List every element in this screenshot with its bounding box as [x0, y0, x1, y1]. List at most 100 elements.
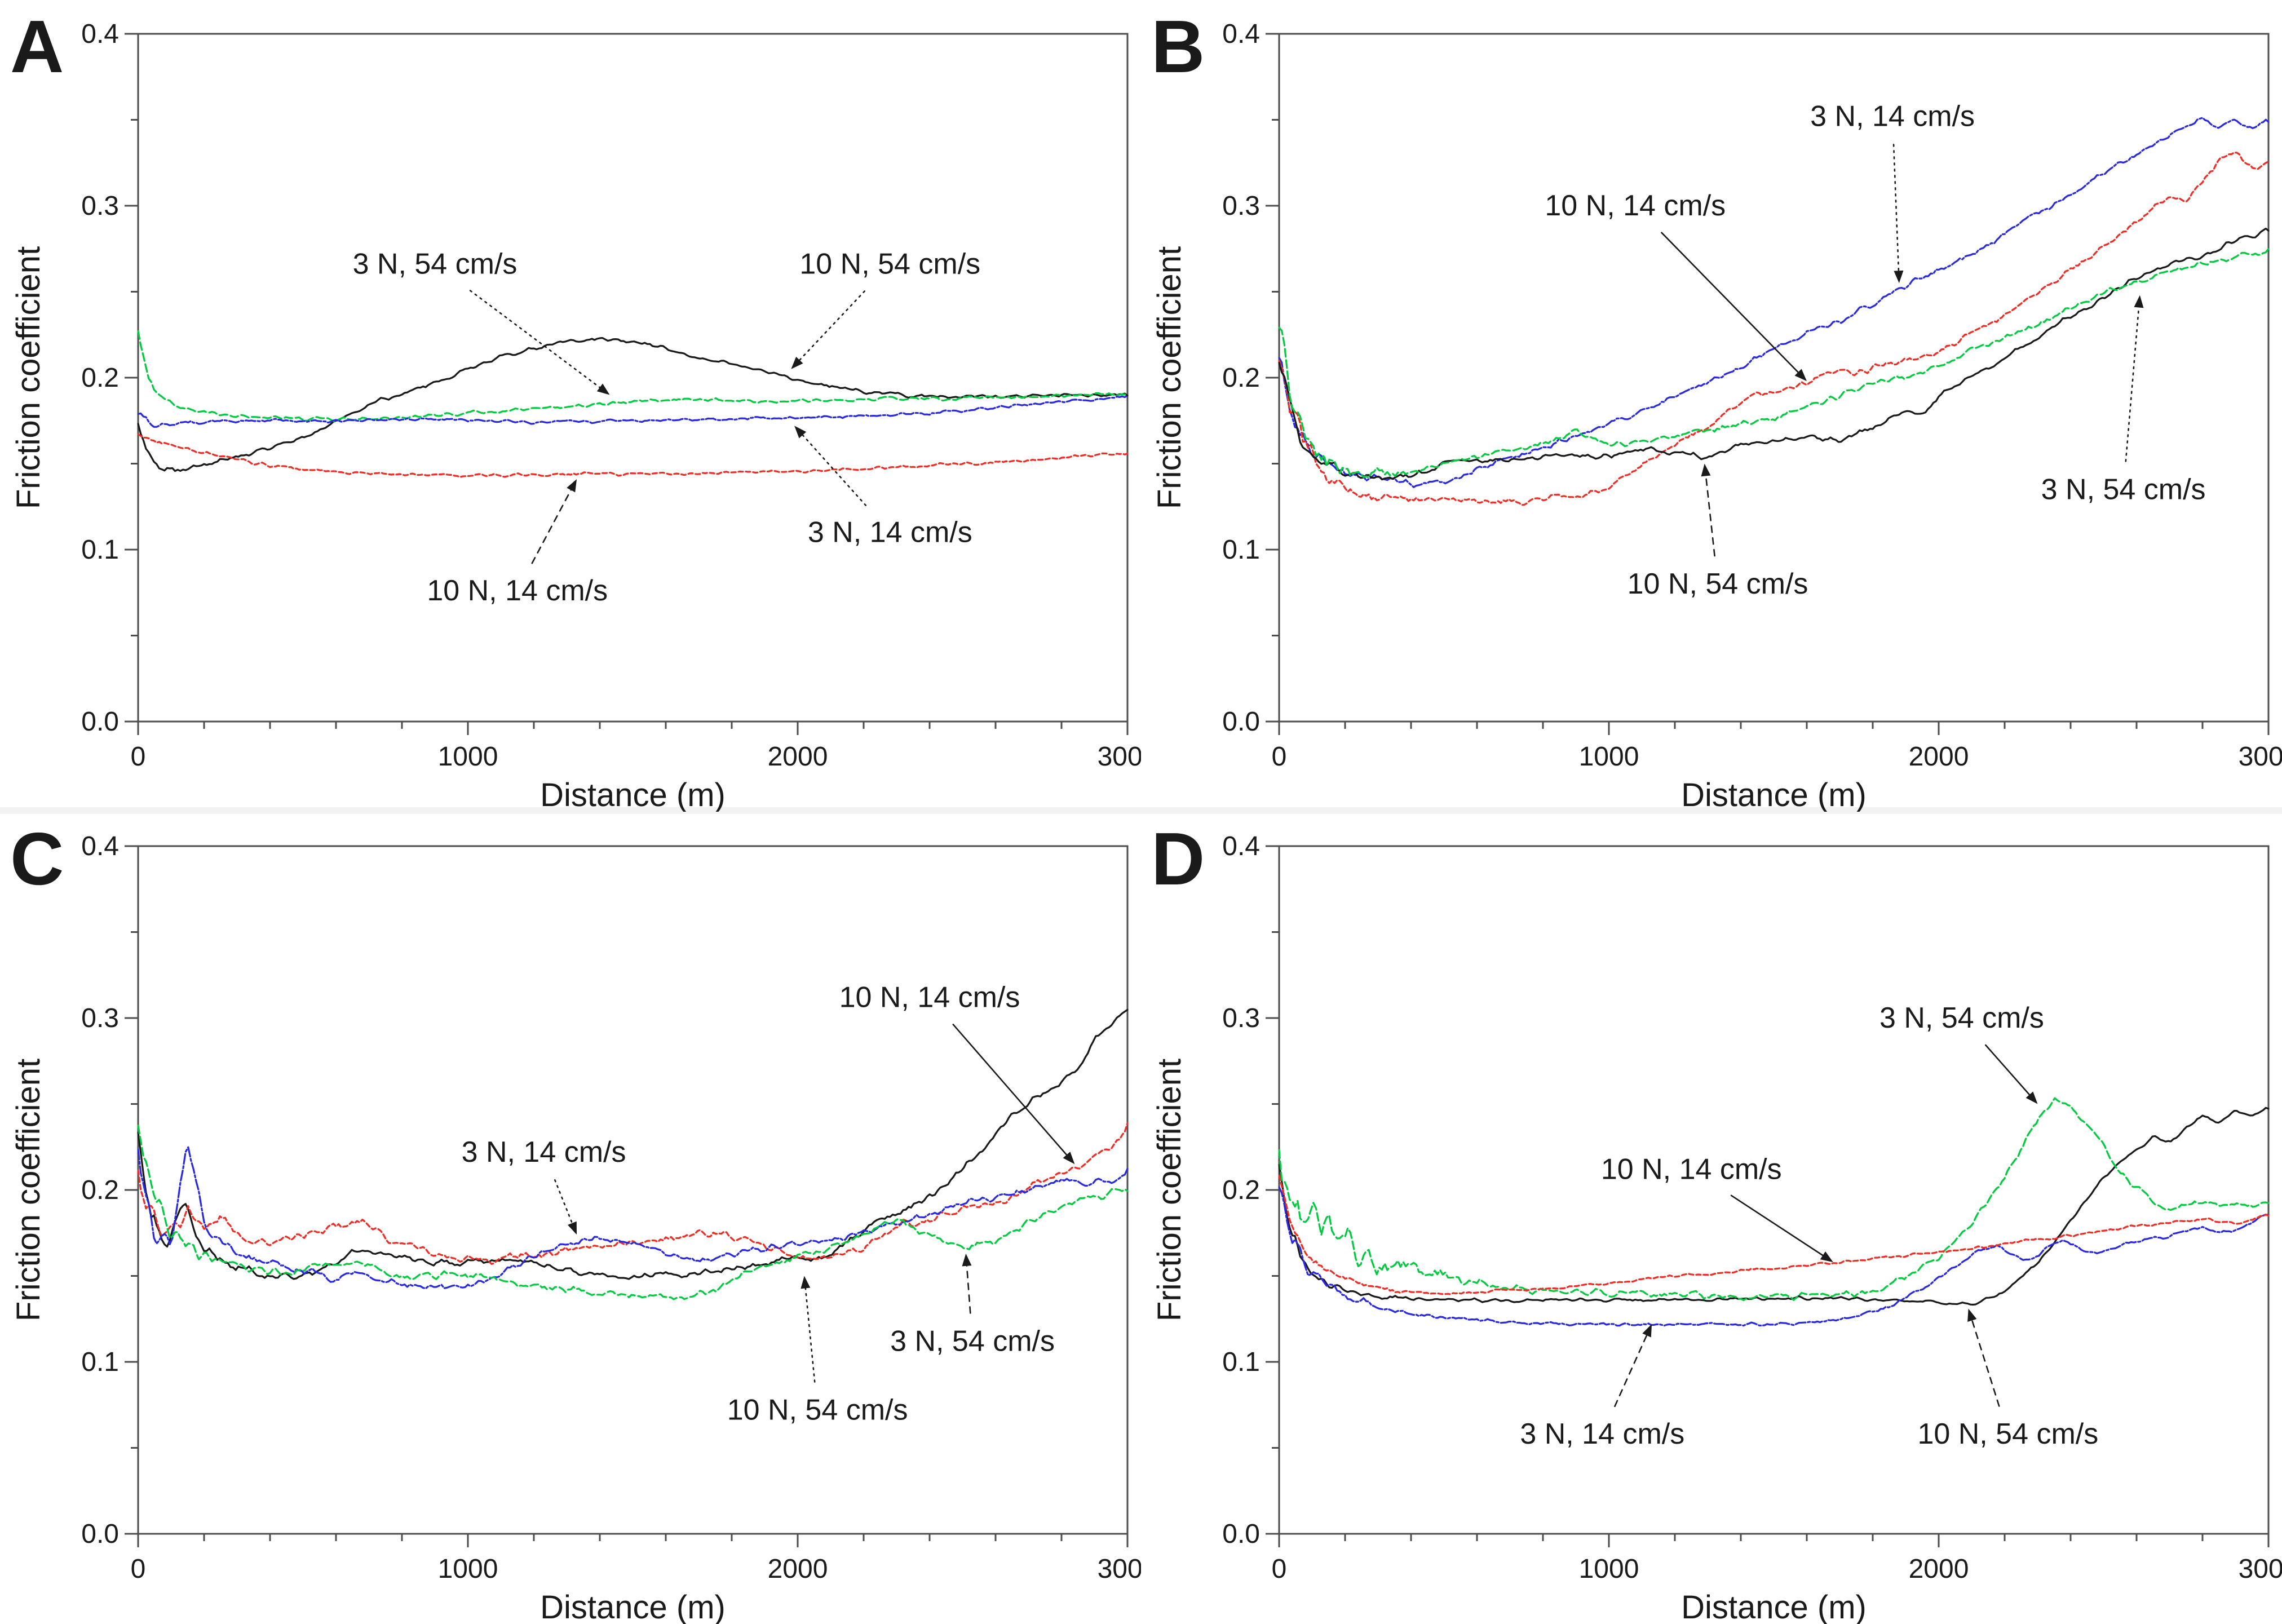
- annotation-leader-dotted: [804, 1286, 816, 1383]
- series-line-10-n-54-cm-s: [1278, 227, 2270, 481]
- x-tick-label: 3000: [2239, 1554, 2282, 1584]
- series-line-10-n-14-cm-s: [1278, 1174, 2270, 1295]
- panel-letter: C: [10, 817, 64, 900]
- annotation-arrowhead: [1794, 369, 1807, 382]
- annotation-leader-solid: [1730, 1194, 1825, 1257]
- y-tick-label: 0.3: [81, 191, 119, 221]
- annotation-label: 3 N, 54 cm/s: [353, 248, 518, 281]
- x-tick-label: 2000: [768, 742, 828, 772]
- annotation-leader-dotted: [798, 290, 865, 362]
- x-tick-label: 1000: [438, 1554, 498, 1584]
- annotation-leader-dotted: [554, 1179, 573, 1225]
- y-tick-label: 0.1: [81, 535, 119, 565]
- annotation-arrowhead: [567, 1221, 577, 1235]
- annotation-arrowhead: [791, 356, 803, 369]
- x-tick-label: 1000: [1579, 742, 1639, 772]
- y-tick-label: 0.0: [1222, 707, 1260, 737]
- series-line-10-n-54-cm-s: [137, 1008, 1129, 1280]
- x-axis-title: Distance (m): [540, 1589, 726, 1624]
- panel-b: 0.0 0.1 0.2 0.3 0.4 0 1000 2000 3000 Distance (m)…: [1141, 0, 2282, 812]
- annotation-leader-solid: [952, 1024, 1068, 1157]
- x-axis-title: Distance (m): [1681, 777, 1867, 812]
- y-tick-label: 0.3: [81, 1003, 119, 1033]
- x-tick-label: 3000: [1098, 742, 1141, 772]
- series-line-3-n-54-cm-s: [1278, 247, 2270, 479]
- y-axis-title: Friction coefficient: [1151, 246, 1188, 509]
- annotation-leader-dashed: [966, 1264, 971, 1314]
- y-tick-label: 0.1: [1222, 535, 1260, 565]
- annotation-label: 10 N, 54 cm/s: [1628, 568, 1808, 600]
- panel-a-chart: 0.0 0.1 0.2 0.3 0.4 0 1000 2000 3000 Distance (m)…: [10, 5, 1141, 812]
- y-tick-label: 0.4: [81, 19, 119, 49]
- panel-a: 0.0 0.1 0.2 0.3 0.4 0 1000 2000 3000 Distance (m)…: [0, 0, 1141, 812]
- panel-letter: A: [10, 5, 64, 88]
- plot-frame: [137, 33, 1129, 723]
- plot-frame: [1278, 845, 2270, 1535]
- annotation-label: 3 N, 14 cm/s: [808, 516, 972, 549]
- y-axis-title: Friction coefficient: [10, 1059, 47, 1321]
- y-tick-label: 0.0: [81, 1519, 119, 1549]
- annotation-label: 10 N, 54 cm/s: [799, 248, 980, 281]
- y-tick-label: 0.2: [1222, 363, 1260, 393]
- annotation-label: 10 N, 14 cm/s: [427, 574, 608, 607]
- y-tick-label: 0.4: [1222, 19, 1260, 49]
- y-tick-label: 0.2: [81, 363, 119, 393]
- plot-frame: [137, 845, 1129, 1535]
- panel-c-chart: 0.0 0.1 0.2 0.3 0.4 0 1000 2000 3000 Distance (m)…: [10, 817, 1141, 1624]
- y-tick-label: 0.0: [1222, 1519, 1260, 1549]
- series-line-10-n-14-cm-s: [1278, 152, 2270, 506]
- annotation-leader-dashed: [1705, 474, 1715, 557]
- annotation-arrowhead: [1894, 270, 1904, 284]
- annotation-label: 3 N, 54 cm/s: [890, 1325, 1055, 1357]
- x-tick-label: 1000: [1579, 1554, 1639, 1584]
- annotation-label: 3 N, 54 cm/s: [1879, 1002, 2044, 1034]
- series-line-10-n-54-cm-s: [137, 337, 1129, 472]
- panel-b-chart: 0.0 0.1 0.2 0.3 0.4 0 1000 2000 3000 Distance (m)…: [1151, 5, 2282, 812]
- x-axis-title: Distance (m): [540, 777, 726, 812]
- annotation-label: 3 N, 54 cm/s: [2041, 473, 2206, 506]
- x-tick-label: 2000: [1909, 1554, 1969, 1584]
- annotation-leader-dashed: [1971, 1318, 2000, 1407]
- annotation-leader-dotted: [469, 290, 602, 389]
- series-line-3-n-54-cm-s: [137, 1125, 1129, 1300]
- x-tick-label: 2000: [1909, 742, 1969, 772]
- series-line-3-n-14-cm-s: [1278, 117, 2270, 488]
- x-tick-label: 1000: [438, 742, 498, 772]
- row-separator: [0, 807, 2282, 814]
- series-line-10-n-14-cm-s: [137, 433, 1129, 479]
- series-line-3-n-54-cm-s: [1278, 1097, 2270, 1302]
- annotation-leader-dashed: [1614, 1333, 1648, 1408]
- annotation-leader-dotted: [2125, 306, 2140, 462]
- annotation-arrowhead: [567, 479, 577, 493]
- series-line-3-n-14-cm-s: [137, 1146, 1129, 1290]
- annotation-leader-dotted: [1892, 144, 1900, 273]
- series-line-10-n-54-cm-s: [1278, 1107, 2270, 1306]
- y-tick-label: 0.1: [81, 1347, 119, 1377]
- annotation-arrowhead: [1701, 463, 1711, 477]
- annotation-label: 10 N, 54 cm/s: [727, 1393, 908, 1426]
- panel-letter: B: [1151, 5, 1205, 88]
- y-tick-label: 0.2: [1222, 1175, 1260, 1205]
- annotation-label: 3 N, 14 cm/s: [1810, 100, 1975, 132]
- series-line-3-n-14-cm-s: [1278, 1186, 2270, 1327]
- y-tick-label: 0.0: [81, 707, 119, 737]
- annotation-arrowhead: [1642, 1324, 1652, 1338]
- y-tick-label: 0.1: [1222, 1347, 1260, 1377]
- annotation-arrowhead: [801, 1276, 811, 1289]
- annotation-leader-solid: [1984, 1044, 2031, 1096]
- panel-d-chart: 0.0 0.1 0.2 0.3 0.4 0 1000 2000 3000 Distance (m)…: [1151, 817, 2282, 1624]
- annotation-label: 3 N, 14 cm/s: [462, 1136, 626, 1169]
- annotation-leader-solid: [1661, 232, 1800, 374]
- annotation-arrowhead: [1967, 1308, 1977, 1322]
- annotation-arrowhead: [2134, 295, 2144, 308]
- y-tick-label: 0.3: [1222, 1003, 1260, 1033]
- annotation-arrowhead: [2026, 1091, 2038, 1104]
- series-line-10-n-14-cm-s: [137, 1122, 1129, 1265]
- annotation-label: 3 N, 14 cm/s: [1520, 1418, 1684, 1450]
- y-axis-title: Friction coefficient: [10, 246, 47, 509]
- y-tick-label: 0.4: [1222, 831, 1260, 861]
- panel-c: 0.0 0.1 0.2 0.3 0.4 0 1000 2000 3000 Distance (m)…: [0, 812, 1141, 1624]
- annotation-label: 10 N, 14 cm/s: [1545, 189, 1726, 222]
- series-line-3-n-54-cm-s: [137, 330, 1129, 423]
